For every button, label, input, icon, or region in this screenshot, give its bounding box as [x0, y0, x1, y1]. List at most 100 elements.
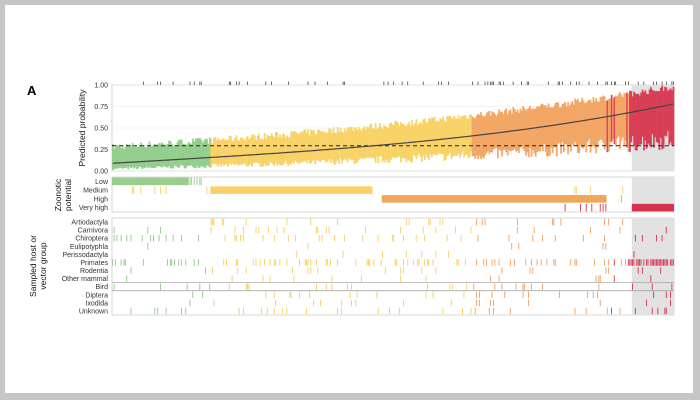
interval-bar	[283, 134, 286, 164]
interval-bar	[346, 127, 349, 163]
interval-bar	[161, 142, 163, 168]
interval-bar	[336, 127, 339, 161]
interval-bar	[540, 103, 543, 146]
interval-bar	[183, 143, 186, 169]
interval-bar	[208, 137, 211, 168]
potential-area	[111, 176, 675, 213]
host-group-label: Unknown	[79, 308, 108, 315]
interval-bar	[404, 125, 406, 159]
interval-bar	[586, 101, 589, 142]
interval-bar	[284, 137, 287, 161]
interval-bar	[369, 124, 371, 158]
interval-bar	[235, 135, 238, 164]
interval-bar	[367, 127, 370, 158]
interval-bar	[176, 141, 179, 168]
interval-bar	[156, 144, 159, 167]
interval-bar	[648, 89, 651, 146]
host-group-label: Diptera	[85, 292, 108, 299]
interval-bar	[447, 115, 450, 156]
interval-bar	[187, 141, 190, 166]
interval-bar	[249, 137, 252, 164]
interval-bar	[589, 99, 592, 153]
interval-bar	[395, 120, 398, 157]
top-rug	[143, 81, 674, 85]
interval-bar	[609, 98, 612, 143]
interval-bar	[128, 144, 131, 168]
interval-bar	[163, 145, 166, 167]
interval-bar	[237, 140, 239, 166]
interval-bar	[193, 141, 196, 168]
interval-bar	[570, 103, 572, 152]
interval-bar	[269, 136, 272, 162]
interval-bar	[394, 120, 397, 159]
interval-bar	[290, 130, 293, 165]
interval-bar	[662, 91, 665, 149]
interval-bar	[185, 145, 187, 169]
interval-bar	[197, 138, 200, 169]
interval-bar	[135, 146, 138, 170]
interval-bar	[374, 122, 377, 163]
potential-bar	[381, 195, 607, 203]
interval-bar	[141, 146, 144, 170]
interval-bar	[262, 139, 265, 167]
interval-bar	[626, 92, 628, 148]
interval-bar	[442, 116, 444, 154]
interval-bar	[274, 131, 277, 163]
interval-bar	[536, 106, 539, 152]
interval-bar	[255, 140, 258, 163]
interval-bar	[390, 122, 392, 160]
interval-bar	[234, 138, 236, 166]
interval-bar	[671, 90, 673, 146]
interval-bar	[449, 115, 451, 153]
interval-bar	[194, 138, 197, 169]
interval-bar	[289, 136, 291, 164]
interval-bar	[326, 132, 329, 162]
interval-bar	[567, 102, 569, 155]
interval-bar	[641, 89, 644, 137]
potential-bar	[112, 177, 189, 186]
interval-bar	[360, 130, 363, 158]
interval-bar	[416, 125, 419, 156]
interval-bar	[446, 116, 449, 156]
interval-bar	[172, 145, 175, 169]
host-group-ticks	[112, 218, 674, 315]
interval-bar	[314, 133, 317, 165]
interval-bar	[470, 114, 473, 152]
interval-bar	[335, 133, 338, 163]
interval-bar	[293, 131, 295, 164]
interval-bar	[317, 129, 319, 160]
interval-bar	[408, 121, 411, 162]
potential-bar	[631, 203, 674, 212]
interval-bar	[661, 85, 664, 150]
interval-bar	[276, 132, 279, 166]
interval-bar	[444, 121, 447, 160]
interval-bar	[551, 107, 554, 154]
interval-bar	[579, 101, 582, 145]
interval-bar	[159, 143, 162, 168]
interval-bar	[165, 144, 168, 168]
interval-bar	[491, 111, 494, 153]
interval-bar	[461, 116, 464, 152]
interval-bar	[425, 122, 428, 155]
interval-bar	[158, 142, 161, 167]
interval-bar	[305, 132, 308, 164]
interval-bar	[494, 114, 496, 149]
potential-level-label: Medium	[83, 188, 108, 195]
interval-bar	[380, 127, 383, 157]
interval-bar	[652, 90, 655, 148]
interval-bar	[397, 123, 399, 158]
interval-bar	[131, 142, 134, 168]
figure-panel: A 0.00 0.25 0.50 0.75 1.00 Predicted probabi…	[5, 5, 693, 393]
interval-bar	[419, 121, 422, 157]
interval-bar	[142, 144, 145, 168]
interval-bar	[120, 148, 123, 168]
interval-bar	[307, 129, 310, 160]
interval-bar	[127, 145, 130, 170]
interval-bar	[422, 119, 425, 156]
interval-bar	[147, 145, 149, 169]
interval-bar	[204, 138, 207, 168]
interval-bar	[488, 110, 491, 155]
interval-bar	[457, 115, 460, 154]
interval-bar	[617, 93, 620, 137]
